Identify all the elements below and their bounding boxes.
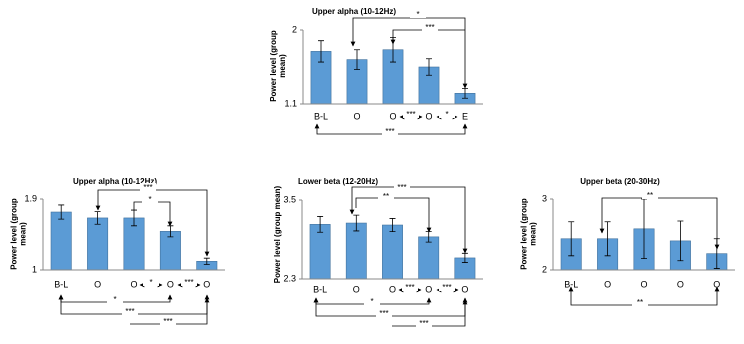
x-tick-label: B-L (564, 279, 578, 289)
error-bar (58, 204, 65, 220)
annotation: *** (125, 307, 134, 316)
bar (87, 217, 109, 271)
y-axis-label: Power level (group mean) (9, 197, 27, 270)
chart-title: Upper alpha (10-12Hz) (73, 177, 157, 186)
annotation: *** (379, 309, 388, 318)
annotation-bg (140, 183, 156, 191)
x-tick-label: O (604, 279, 611, 289)
x-tick-label: O (425, 284, 432, 294)
annotation-bg (143, 278, 159, 286)
bar (345, 222, 367, 280)
y-axis-label: Power level (group mean) (269, 30, 287, 102)
annotation: *** (406, 110, 415, 119)
y-tick-label: 1.9 (24, 193, 37, 203)
y-tick-label: 3 (542, 193, 547, 203)
x-tick-label: O (640, 279, 647, 289)
annotation-bg (394, 183, 410, 191)
annotation-bg (642, 191, 658, 199)
y-tick-label: 3.5 (283, 194, 296, 204)
bar (50, 211, 72, 271)
annotation-bg (632, 298, 648, 306)
annotation-bg (410, 10, 426, 18)
annotation: *** (184, 278, 193, 287)
y-tick-label: 2.3 (283, 273, 296, 283)
chart-title: Lower beta (12-20Hz) (298, 177, 378, 186)
annotation: *** (143, 183, 152, 192)
significance-arrow (350, 17, 468, 89)
annotation-bg (376, 309, 392, 317)
annotation: * (148, 195, 151, 204)
annotation: * (370, 297, 373, 306)
annotation: *** (405, 283, 414, 292)
x-tick-label: O (203, 279, 210, 289)
annotation-bg (382, 127, 398, 135)
bar (418, 236, 440, 280)
x-tick-label: O (713, 279, 720, 289)
x-tick-label: B-L (314, 111, 328, 121)
x-tick-label: B-L (54, 279, 68, 289)
chart-title: Upper alpha (10-12Hz) (312, 7, 396, 16)
x-tick-label: B-L (313, 284, 327, 294)
y-tick-label: 2 (292, 24, 297, 34)
x-tick-label: E (462, 111, 468, 121)
annotation-bg (142, 195, 158, 203)
annotation-bg (181, 278, 197, 286)
x-tick-label: O (353, 111, 360, 121)
significance-arrow (130, 297, 210, 325)
annotation-bg (378, 192, 394, 200)
y-axis-label: Power level (group mean) (519, 197, 537, 270)
significance-arrow (390, 29, 465, 45)
annotation: *** (425, 23, 434, 32)
annotation-bg (364, 297, 380, 305)
x-tick-label: O (461, 284, 468, 294)
annotation-bg (403, 110, 419, 118)
annotation: *** (163, 317, 172, 326)
bar (382, 224, 403, 280)
x-tick-label: O (389, 284, 396, 294)
annotation: *** (385, 127, 394, 136)
significance-arrow (349, 186, 468, 254)
annotation: *** (397, 183, 406, 192)
annotation: *** (442, 283, 451, 292)
annotation: * (416, 10, 419, 19)
significance-arrow (599, 197, 720, 250)
chart-title: Upper beta (20-30Hz) (580, 177, 660, 186)
annotation-bg (402, 283, 418, 291)
x-tick-label: O (425, 111, 432, 121)
annotation: * (445, 110, 448, 119)
annotation-bg (416, 319, 432, 327)
annotation: * (149, 278, 152, 287)
x-tick-label: O (353, 284, 360, 294)
annotation-bg (439, 283, 455, 291)
annotation-bg (422, 23, 438, 31)
annotation-bg (107, 295, 123, 303)
x-tick-label: O (167, 279, 174, 289)
y-axis-label: Power level (group mean) (272, 185, 282, 283)
annotation: ** (383, 192, 389, 201)
x-tick-label: O (94, 279, 101, 289)
y-tick-label: 1 (32, 264, 37, 274)
x-tick-label: O (130, 279, 137, 289)
error-bar (317, 216, 324, 233)
annotation: ** (647, 191, 653, 200)
x-tick-label: O (389, 111, 396, 121)
x-tick-label: O (677, 279, 684, 289)
y-tick-label: 1.1 (284, 98, 297, 108)
error-bar (203, 257, 210, 265)
annotation-bg (439, 110, 455, 118)
annotation: * (113, 295, 116, 304)
annotation-bg (160, 317, 176, 325)
y-tick-label: 2 (542, 264, 547, 274)
annotation: ** (637, 298, 643, 307)
annotation-bg (122, 307, 138, 315)
error-bar (568, 221, 575, 257)
annotation: *** (419, 319, 428, 328)
error-bar (318, 40, 324, 63)
